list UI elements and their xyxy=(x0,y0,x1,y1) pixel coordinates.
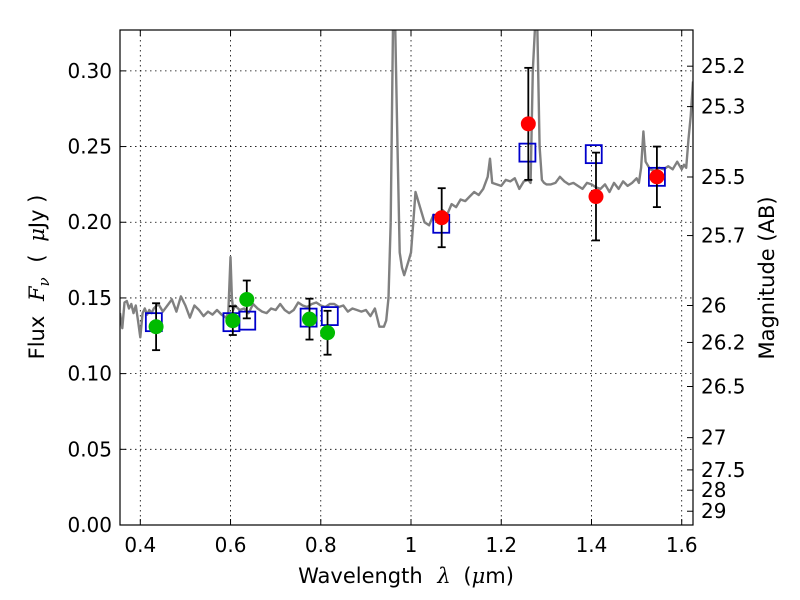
y2-tick-label: 27 xyxy=(701,426,726,450)
x-axis-label: Wavelength λ (μm) xyxy=(298,564,514,588)
green-data-point xyxy=(225,313,241,329)
x-tick-label: 0.4 xyxy=(124,533,156,557)
axis-ticks xyxy=(120,30,693,526)
x-tick-label: 0.6 xyxy=(215,533,247,557)
model-square-marker xyxy=(584,144,603,165)
y-tick-label: 0.10 xyxy=(67,362,112,386)
grid xyxy=(120,30,693,526)
y-tick-labels: 0.00 0.05 0.10 0.15 0.20 0.25 0.30 xyxy=(67,59,112,537)
red-data-point xyxy=(649,169,665,185)
model-square-marker xyxy=(518,142,537,163)
y-tick-label: 0.25 xyxy=(67,135,112,159)
red-data-point xyxy=(520,116,536,132)
y2-tick-label: 25.5 xyxy=(701,165,746,189)
spectrum-line xyxy=(120,30,693,339)
data-points-layer xyxy=(144,66,666,356)
x-tick-label: 1.2 xyxy=(485,533,517,557)
y-tick-label: 0.30 xyxy=(67,59,112,83)
x-tick-label: 1 xyxy=(405,533,418,557)
green-data-point xyxy=(320,325,336,341)
y2-tick-label: 25.7 xyxy=(701,224,746,248)
y-tick-label: 0.00 xyxy=(67,513,112,537)
red-data-point xyxy=(434,210,450,226)
x-tick-label: 1.4 xyxy=(576,533,608,557)
y2-tick-label: 26.2 xyxy=(701,330,746,354)
y-tick-label: 0.05 xyxy=(67,437,112,461)
y2-tick-label: 29 xyxy=(701,499,726,523)
spectrum-layer xyxy=(120,30,693,339)
y-tick-label: 0.20 xyxy=(67,210,112,234)
y2-tick-label: 25.3 xyxy=(701,95,746,119)
green-data-point xyxy=(148,319,164,335)
x-tick-label: 1.6 xyxy=(666,533,698,557)
y2-tick-label: 26.5 xyxy=(701,374,746,398)
green-data-point xyxy=(239,291,255,307)
y2-tick-label: 25.2 xyxy=(701,54,746,78)
red-data-point xyxy=(588,189,604,205)
y2-tick-label: 27.5 xyxy=(701,458,746,482)
y2-tick-label: 28 xyxy=(701,478,726,502)
x-tick-label: 0.8 xyxy=(305,533,337,557)
green-data-point xyxy=(301,311,317,327)
y2-tick-label: 26 xyxy=(701,294,726,318)
plot-frame xyxy=(119,29,694,526)
y-tick-label: 0.15 xyxy=(67,286,112,310)
x-tick-labels: 0.4 0.6 0.8 1 1.2 1.4 1.6 xyxy=(124,533,697,557)
y2-axis-label: Magnitude (AB) xyxy=(755,196,779,359)
model-square-marker xyxy=(320,306,339,327)
y-axis-label: Flux Fν ( μJy ) xyxy=(25,195,54,360)
